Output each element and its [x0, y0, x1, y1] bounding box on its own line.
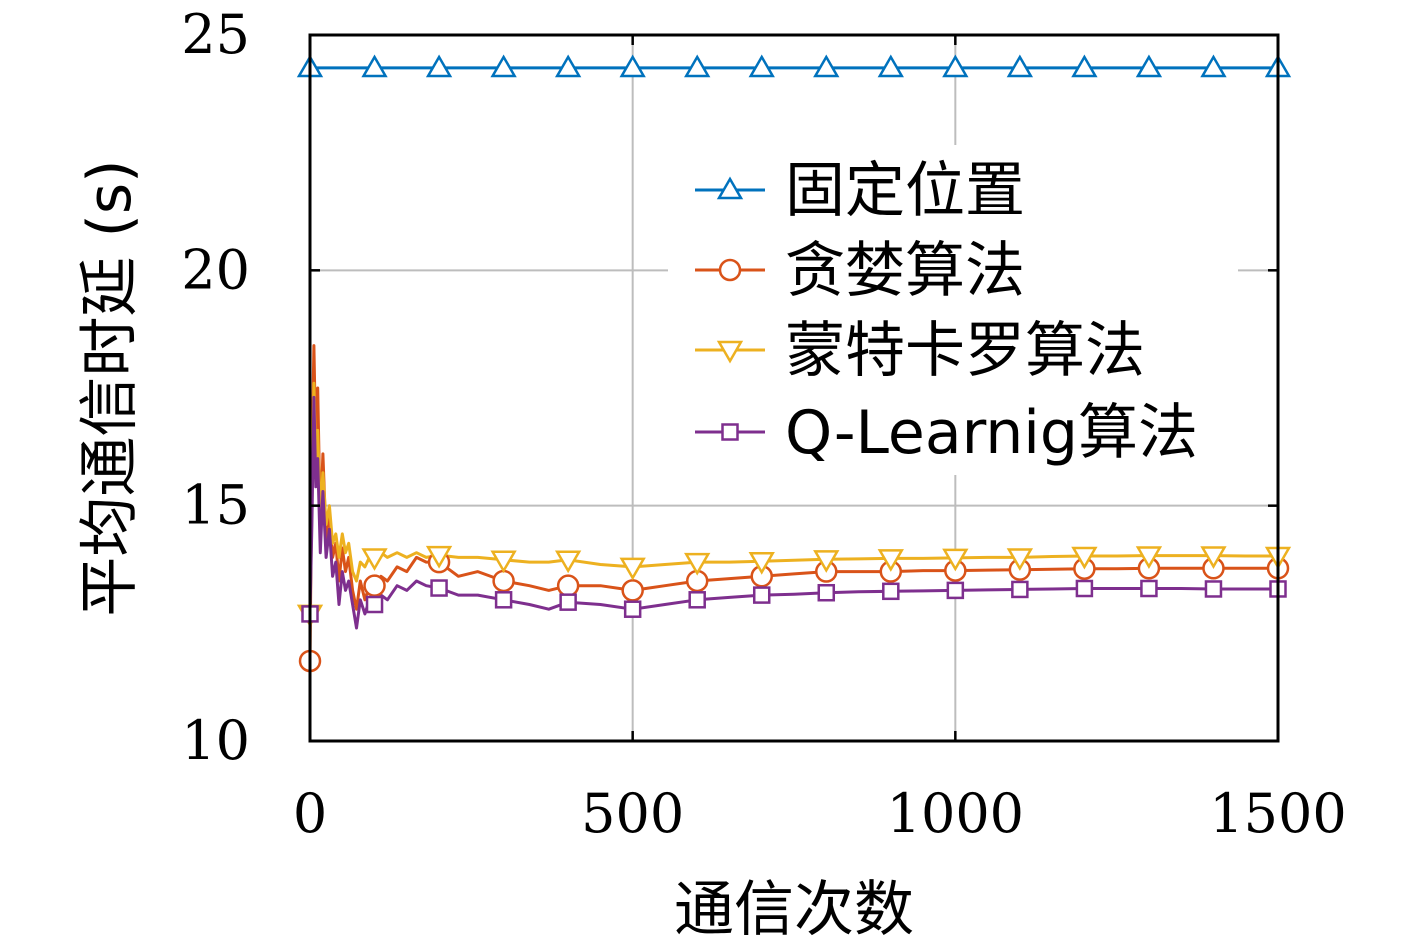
series-marker-2 [554, 550, 582, 574]
series-marker-0 [1135, 54, 1163, 78]
legend-box [668, 145, 1238, 475]
series-marker-1 [556, 574, 580, 597]
series-marker-3 [1011, 580, 1029, 599]
x-tick-label: 0 [293, 782, 327, 845]
series-marker-1 [621, 579, 644, 602]
legend-marker-2 [716, 340, 744, 364]
series-marker-2 [1006, 548, 1034, 571]
markers-layer [296, 54, 1292, 673]
series-marker-0 [1071, 54, 1098, 78]
ticks [308, 33, 1280, 743]
y-axis-title: 平均通信时延 (s) [75, 159, 145, 616]
series-marker-3 [752, 586, 771, 604]
legend-marker-3 [721, 423, 739, 441]
series-marker-0 [748, 54, 775, 78]
series-line-1 [310, 344, 1278, 662]
series-marker-0 [877, 54, 904, 78]
series-marker-0 [684, 54, 711, 78]
series-line-2 [310, 381, 1278, 614]
y-tick-label: 20 [181, 238, 250, 301]
series-marker-2 [877, 549, 904, 572]
series-marker-2 [1135, 546, 1163, 570]
series-marker-2 [425, 545, 453, 569]
series-marker-0 [554, 54, 582, 78]
series-line-3 [310, 395, 1278, 630]
legend-marker-0 [716, 176, 744, 200]
series-marker-3 [688, 591, 706, 609]
series-marker-2 [490, 550, 517, 574]
plot-frame [308, 33, 1280, 743]
series-marker-3 [623, 600, 642, 618]
series-marker-2 [813, 550, 840, 573]
series-marker-0 [1200, 54, 1227, 78]
series-marker-3 [1075, 579, 1094, 598]
series-marker-0 [490, 54, 517, 78]
series-marker-3 [1140, 579, 1158, 598]
series-marker-3 [882, 582, 900, 601]
tick-labels: 0 500 1000 1500 10 15 20 25 [181, 3, 1346, 845]
x-tick-label: 500 [581, 782, 684, 845]
series-marker-2 [361, 548, 388, 571]
x-tick-label: 1000 [887, 782, 1024, 845]
legend-label-3: Q-Learnig算法 [785, 398, 1198, 468]
y-tick-label: 15 [181, 474, 250, 537]
y-tick-label: 10 [181, 709, 250, 772]
series-marker-0 [425, 54, 453, 78]
legend-label-2: 蒙特卡罗算法 [785, 316, 1145, 386]
series-marker-0 [942, 54, 969, 78]
series-marker-2 [684, 552, 711, 576]
legend-label-1: 贪婪算法 [785, 236, 1025, 306]
series-marker-1 [492, 569, 515, 593]
x-tick-label: 1500 [1209, 782, 1346, 845]
series-marker-3 [559, 593, 577, 611]
series-marker-3 [365, 595, 384, 614]
series-marker-2 [619, 557, 646, 581]
y-tick-label: 25 [181, 3, 250, 66]
series-marker-3 [817, 583, 836, 602]
x-axis-title: 通信次数 [674, 875, 914, 945]
series-marker-0 [619, 54, 646, 78]
series-marker-1 [363, 574, 386, 597]
series-marker-2 [1200, 546, 1227, 570]
series-layer [310, 66, 1278, 662]
series-marker-0 [361, 54, 388, 78]
series-marker-2 [942, 548, 969, 572]
series-marker-0 [813, 54, 840, 78]
legend-label-0: 固定位置 [785, 156, 1025, 226]
series-marker-3 [1204, 580, 1223, 598]
series-marker-2 [1071, 546, 1098, 570]
series-marker-3 [430, 579, 448, 597]
series-marker-3 [494, 591, 513, 609]
series-marker-3 [946, 581, 965, 600]
legend-marker-1 [718, 258, 742, 282]
series-marker-0 [1006, 54, 1034, 78]
series-marker-2 [748, 551, 775, 575]
